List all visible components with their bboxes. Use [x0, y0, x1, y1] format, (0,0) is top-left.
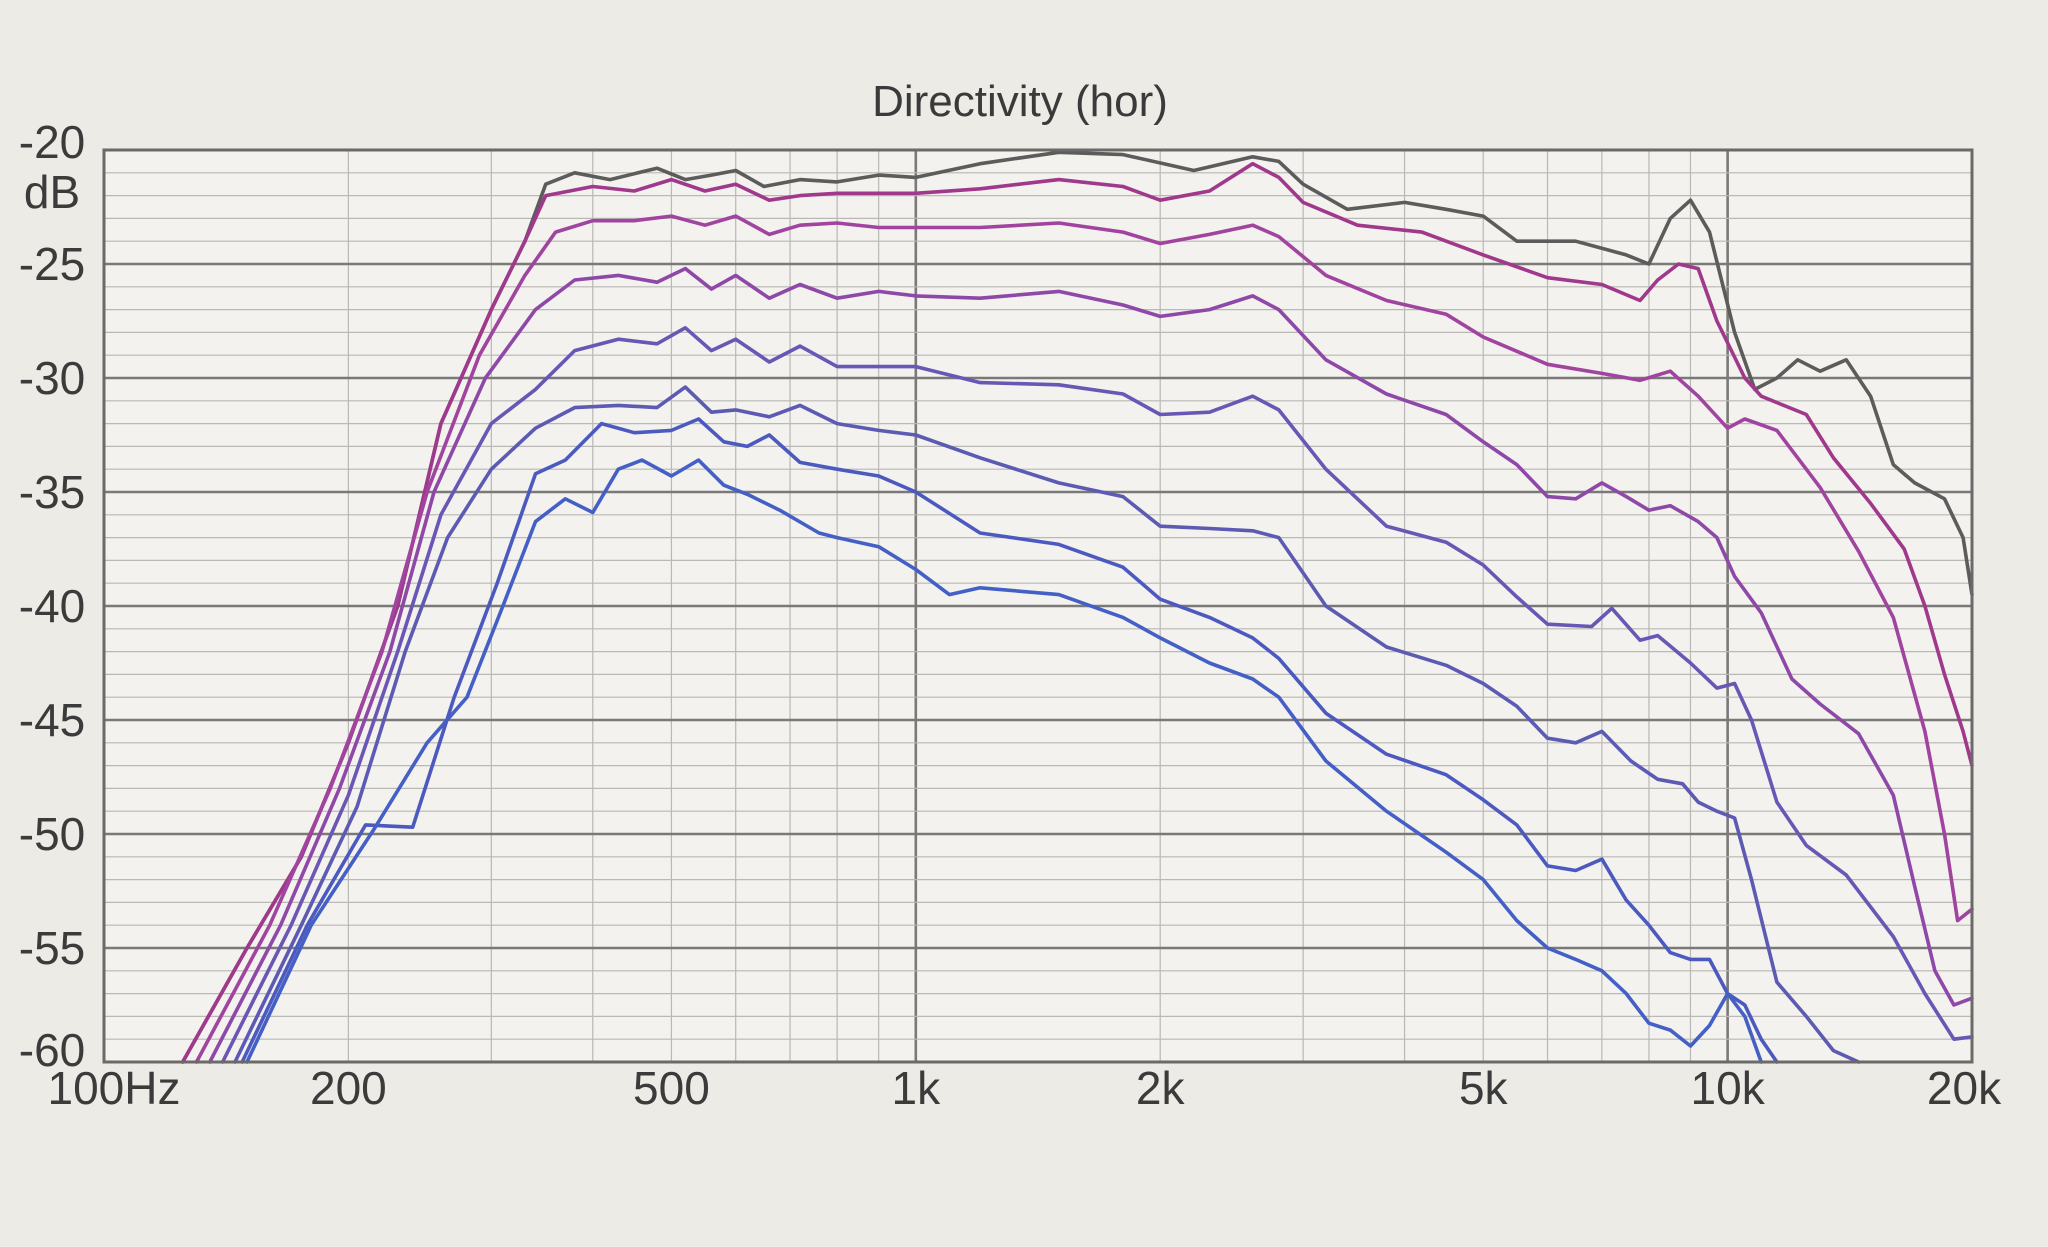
x-tick-label: 200 [310, 1062, 387, 1114]
grid [104, 150, 1972, 1062]
y-tick-label: -25 [19, 238, 85, 290]
x-tick-label: 1k [892, 1062, 942, 1114]
y-tick-label: -20 [19, 116, 85, 168]
x-tick-label: 10k [1691, 1062, 1766, 1114]
y-tick-label: -35 [19, 466, 85, 518]
series-line-0 [180, 150, 1974, 1064]
series-line-4 [220, 325, 1974, 1064]
y-axis-labels: -20 -25 -30 -35 -40 -45 -50 -55 -60 [19, 116, 85, 1076]
x-axis-labels: 100Hz 200 500 1k 2k 5k 10k 20k [48, 1062, 2003, 1114]
y-tick-label: -45 [19, 694, 85, 746]
x-tick-label: 2k [1136, 1062, 1186, 1114]
y-tick-label: -55 [19, 922, 85, 974]
y-unit-label: dB [24, 166, 80, 218]
x-tick-label: 5k [1459, 1062, 1509, 1114]
y-tick-label: -60 [19, 1024, 85, 1076]
x-tick-label: 100Hz [48, 1062, 181, 1114]
series-line-7 [245, 458, 1763, 1064]
series-line-6 [240, 417, 1779, 1064]
series-line-1 [180, 161, 1974, 1064]
x-tick-label: 500 [633, 1062, 710, 1114]
curves [180, 150, 1974, 1064]
y-tick-label: -50 [19, 808, 85, 860]
plot-frame [102, 148, 1974, 1064]
x-tick-label: 20k [1927, 1062, 2002, 1114]
y-tick-label: -40 [19, 580, 85, 632]
y-tick-label: -30 [19, 352, 85, 404]
series-line-3 [208, 266, 1974, 1064]
series-line-2 [194, 214, 1974, 1064]
chart-title: Directivity (hor) [872, 77, 1168, 126]
series-line-5 [233, 385, 1861, 1064]
